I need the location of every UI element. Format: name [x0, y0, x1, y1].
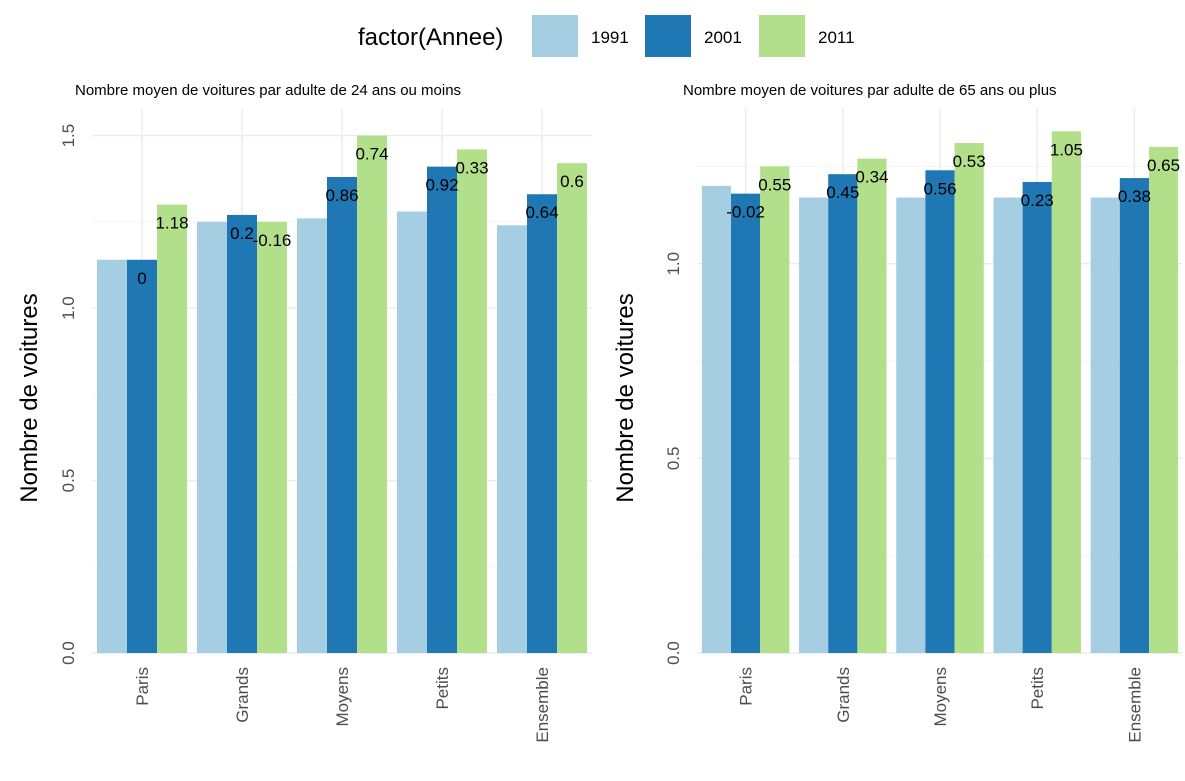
panel-right-data-labels: -0.02 0.45 0.56 0.23 0.38 0.55 0.34 0.53 1.05 0.6… [726, 140, 1180, 221]
bar-1991-grands [799, 197, 829, 654]
x-tick-label: Ensemble [533, 667, 552, 743]
data-label: 0.33 [455, 158, 488, 177]
panel-left-bars [97, 135, 587, 654]
data-label: 0.34 [855, 168, 888, 187]
legend-title: factor(Annee) [358, 24, 503, 51]
legend-swatch-1991 [532, 15, 578, 57]
data-label: 0.55 [758, 175, 791, 194]
data-label: 1.05 [1050, 140, 1083, 159]
legend-swatch-2011 [759, 15, 805, 57]
panel-left: Nombre moyen de voitures par adulte de 2… [16, 82, 592, 743]
panel-right-bars [701, 131, 1179, 654]
data-label: 0 [137, 269, 146, 288]
data-label: -0.16 [253, 231, 292, 250]
bar-2001-grands [227, 214, 257, 654]
bar-1991-paris [701, 185, 732, 653]
bar-2011-moyens [357, 135, 387, 653]
bar-1991-petits [993, 197, 1023, 654]
bar-2011-paris [760, 166, 790, 653]
bar-2001-grands [828, 174, 858, 653]
data-label: 0.6 [560, 172, 584, 191]
bar-2001-petits [1022, 181, 1052, 653]
x-tick-label: Moyens [333, 667, 352, 727]
legend-label-1991: 1991 [591, 28, 629, 47]
data-label: 0.56 [923, 179, 956, 198]
bar-2011-grands [857, 158, 887, 653]
data-label: 0.23 [1021, 191, 1054, 210]
data-label: 0.45 [826, 183, 859, 202]
legend: factor(Annee) 1991 2001 2011 [358, 15, 855, 57]
data-label: 0.53 [953, 152, 986, 171]
data-label: 1.18 [155, 214, 188, 233]
legend-label-2001: 2001 [704, 28, 742, 47]
bar-2001-paris [731, 193, 761, 653]
bar-2001-paris [127, 259, 157, 653]
x-tick-label: Paris [133, 667, 152, 706]
x-tick-label: Paris [737, 667, 756, 706]
bar-2001-petits [427, 166, 457, 654]
x-tick-label: Grands [233, 667, 252, 723]
data-label: 0.74 [355, 145, 388, 164]
y-tick-label: 1.0 [664, 252, 683, 276]
bar-2011-moyens [954, 143, 984, 654]
y-tick-label: 1.5 [59, 124, 78, 148]
panel-left-data-labels: 0 0.2 0.86 0.92 0.64 1.18 -0.16 0.74 0.33 0.6 [137, 145, 584, 288]
data-label: -0.02 [726, 203, 765, 222]
y-tick-label: 0.5 [59, 469, 78, 493]
panel-right-x-ticks: Paris Grands Moyens Petits Ensemble [737, 667, 1145, 743]
data-label: 0.2 [230, 224, 254, 243]
panel-left-y-axis-title: Nombre de voitures [16, 293, 43, 502]
bar-2011-petits [457, 149, 487, 654]
x-tick-label: Petits [1028, 667, 1047, 710]
bar-2001-ensemble [1119, 178, 1149, 654]
bar-2011-paris [157, 204, 187, 653]
y-tick-label: 0.0 [59, 641, 78, 665]
panel-right-title: Nombre moyen de voitures par adulte de 6… [683, 82, 1057, 99]
y-tick-label: 0.5 [664, 447, 683, 471]
panel-left-y-ticks: 0.0 0.5 1.0 1.5 [59, 124, 78, 665]
x-tick-label: Petits [433, 667, 452, 710]
data-label: 0.92 [425, 176, 458, 195]
bar-2011-ensemble [557, 163, 587, 653]
legend-swatch-2001 [645, 15, 691, 57]
bar-1991-ensemble [1090, 197, 1120, 654]
legend-label-2011: 2011 [818, 28, 855, 47]
bar-1991-grands [197, 221, 227, 654]
bar-2011-grands [257, 221, 287, 654]
data-label: 0.86 [325, 186, 358, 205]
panel-left-x-ticks: Paris Grands Moyens Petits Ensemble [133, 667, 552, 743]
x-tick-label: Grands [834, 667, 853, 723]
panel-left-title: Nombre moyen de voitures par adulte de 2… [75, 82, 461, 99]
panel-right-y-ticks: 0.0 0.5 1.0 [664, 252, 683, 665]
bar-1991-petits [397, 211, 427, 653]
panel-right: Nombre moyen de voitures par adulte de 6… [612, 82, 1183, 743]
bar-1991-moyens [896, 197, 926, 654]
bar-2011-ensemble [1148, 146, 1179, 653]
x-tick-label: Moyens [931, 667, 950, 727]
y-tick-label: 1.0 [59, 296, 78, 320]
bar-1991-paris [97, 259, 127, 653]
data-label: 0.64 [525, 203, 558, 222]
panel-right-y-axis-title: Nombre de voitures [612, 293, 639, 502]
bar-2001-ensemble [527, 194, 557, 653]
y-tick-label: 0.0 [664, 641, 683, 665]
bar-1991-moyens [297, 218, 327, 653]
data-label: 0.65 [1147, 156, 1180, 175]
x-tick-label: Ensemble [1125, 667, 1144, 743]
bar-2011-petits [1051, 131, 1081, 653]
bar-1991-ensemble [497, 225, 527, 653]
data-label: 0.38 [1118, 187, 1151, 206]
bar-2001-moyens [327, 176, 357, 653]
bar-2001-moyens [925, 170, 955, 654]
